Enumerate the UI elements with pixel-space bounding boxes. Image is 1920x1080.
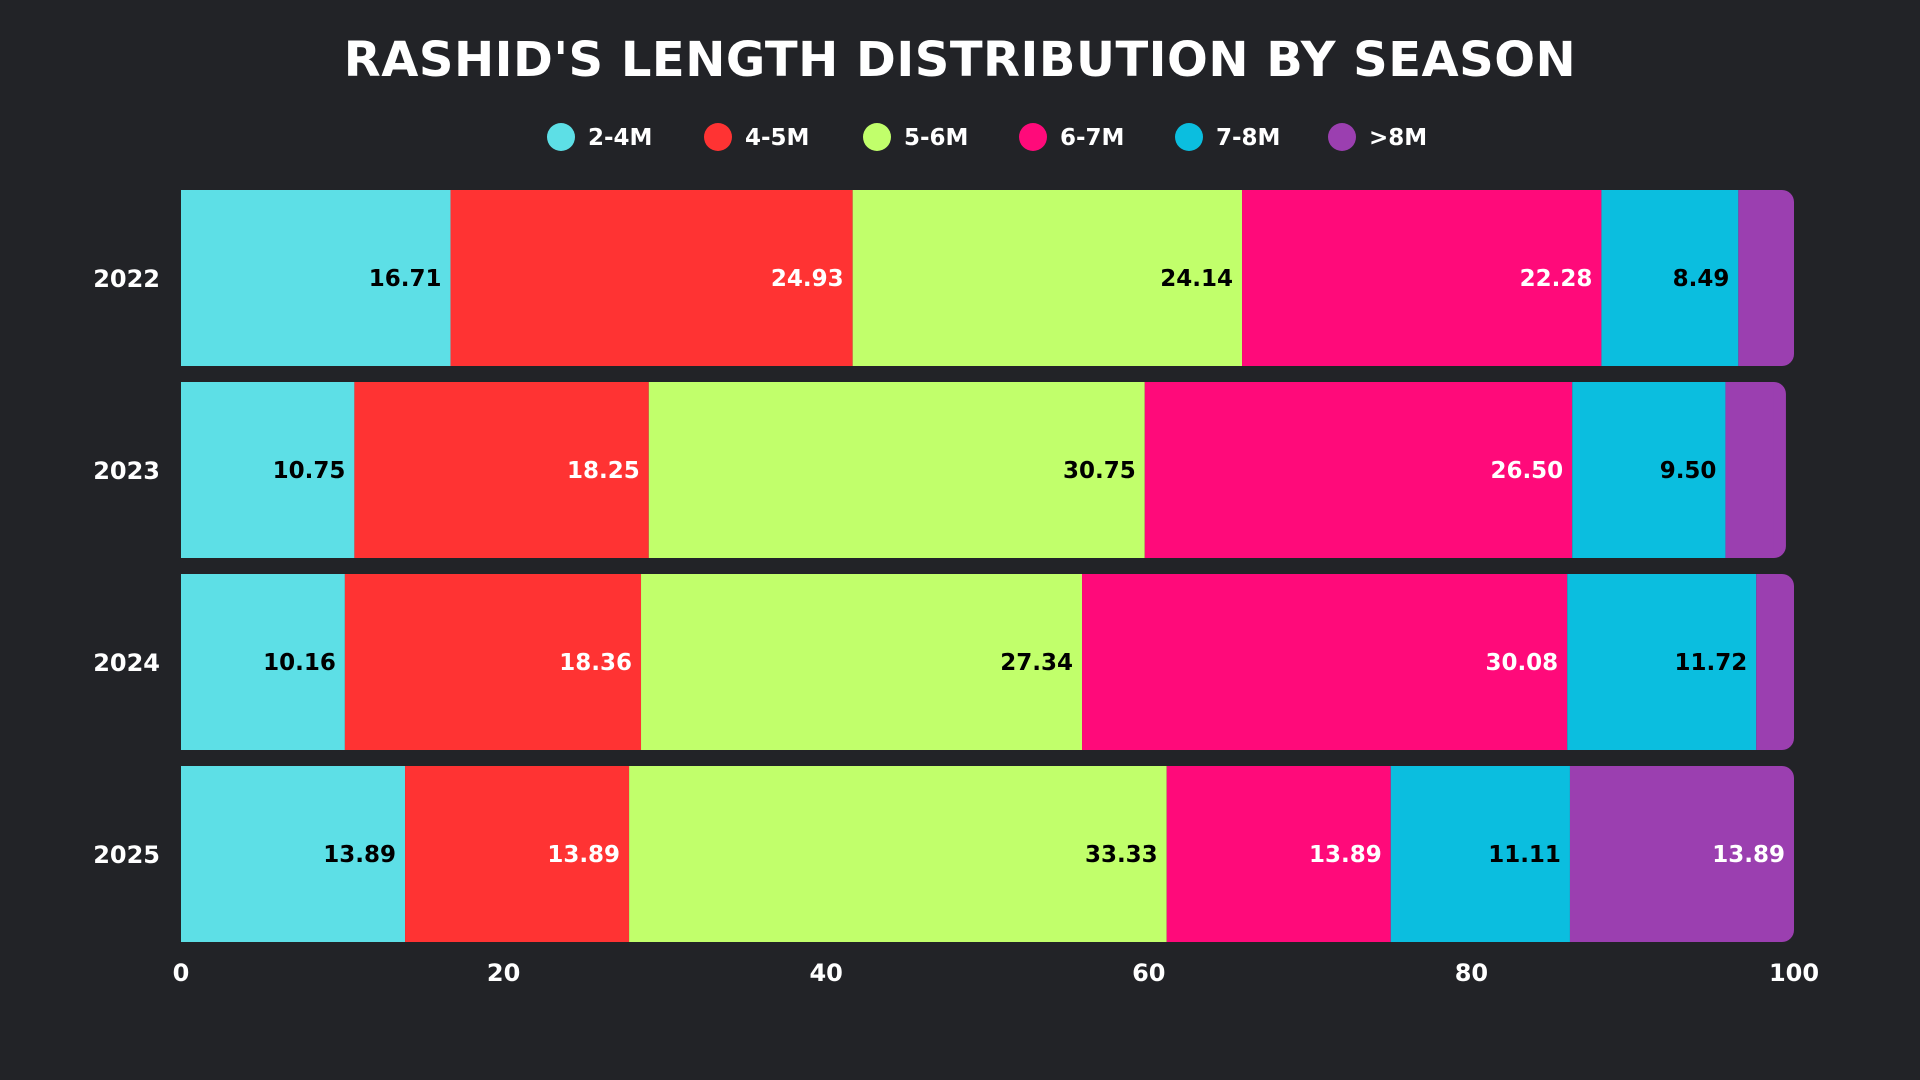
data-label: 24.93 <box>771 266 844 292</box>
legend-label: 2-4M <box>588 125 652 151</box>
legend-label: 7-8M <box>1216 125 1280 151</box>
chart-title: RASHID'S LENGTH DISTRIBUTION BY SEASON <box>344 32 1576 88</box>
bar-segment <box>852 190 1243 366</box>
legend-item: >8M <box>1328 123 1427 151</box>
data-label: 13.89 <box>323 842 396 868</box>
category-label: 2025 <box>93 841 160 869</box>
data-label: 13.89 <box>1309 842 1382 868</box>
data-label: 10.75 <box>273 458 346 484</box>
data-label: 11.72 <box>1674 650 1747 676</box>
x-axis-ticks: 0 20 40 60 80 100 <box>173 959 1819 987</box>
category-label: 2022 <box>93 265 160 293</box>
data-label: 8.49 <box>1673 266 1730 292</box>
legend-swatch <box>1328 123 1356 151</box>
x-tick-label: 0 <box>173 959 190 987</box>
bar-segment <box>1390 766 1570 942</box>
bar-segment <box>1601 190 1739 366</box>
bar-segment <box>181 382 355 558</box>
x-tick-label: 40 <box>809 959 842 987</box>
data-label: 11.11 <box>1488 842 1561 868</box>
data-label: 13.89 <box>547 842 620 868</box>
bar-segment <box>405 766 630 942</box>
data-label: 22.28 <box>1520 266 1593 292</box>
data-label: 26.50 <box>1490 458 1563 484</box>
bar-segment <box>629 766 1167 942</box>
bar-row: 13.89 13.89 33.33 13.89 11.11 13.89 <box>181 766 1794 942</box>
plot-area: 16.71 24.93 24.14 22.28 8.49 10.75 18.25 30.75 2… <box>181 190 1794 942</box>
bar-row: 16.71 24.93 24.14 22.28 8.49 <box>181 190 1794 366</box>
bar-segment <box>344 574 642 750</box>
data-label: 9.50 <box>1660 458 1717 484</box>
legend-swatch <box>1019 123 1047 151</box>
legend-label: 4-5M <box>745 125 809 151</box>
legend: 2-4M 4-5M 5-6M 6-7M 7-8M >8M <box>547 123 1427 151</box>
x-tick-label: 100 <box>1769 959 1819 987</box>
bar-segment <box>648 382 1145 558</box>
bar-segment <box>1082 574 1568 750</box>
bar-segment <box>1756 574 1782 750</box>
x-tick-label: 80 <box>1455 959 1488 987</box>
bar-segment <box>354 382 649 558</box>
bar-segment <box>1725 382 1774 558</box>
legend-label: >8M <box>1369 125 1427 151</box>
category-label: 2024 <box>93 649 160 677</box>
data-label: 30.08 <box>1485 650 1558 676</box>
legend-swatch <box>547 123 575 151</box>
bar-segment <box>181 190 451 366</box>
bar-segment <box>1166 766 1391 942</box>
legend-swatch <box>1175 123 1203 151</box>
legend-label: 5-6M <box>904 125 968 151</box>
legend-item: 7-8M <box>1175 123 1280 151</box>
y-axis-labels: 2022 2023 2024 2025 <box>93 265 160 869</box>
data-label: 18.36 <box>559 650 632 676</box>
data-label: 24.14 <box>1160 266 1233 292</box>
bar-segment <box>1572 382 1726 558</box>
data-label: 30.75 <box>1063 458 1136 484</box>
x-tick-label: 60 <box>1132 959 1165 987</box>
bar-row: 10.16 18.36 27.34 30.08 11.72 <box>181 574 1794 750</box>
bar-segment <box>181 574 345 750</box>
x-tick-label: 20 <box>487 959 520 987</box>
data-label: 27.34 <box>1000 650 1073 676</box>
bar-segment <box>1738 190 1782 366</box>
bar-segment <box>641 574 1083 750</box>
legend-swatch <box>863 123 891 151</box>
legend-item: 6-7M <box>1019 123 1124 151</box>
legend-item: 4-5M <box>704 123 809 151</box>
bar-segment <box>1567 574 1757 750</box>
legend-swatch <box>704 123 732 151</box>
data-label: 33.33 <box>1085 842 1158 868</box>
legend-label: 6-7M <box>1060 125 1124 151</box>
category-label: 2023 <box>93 457 160 485</box>
data-label: 10.16 <box>263 650 336 676</box>
bar-segment <box>450 190 853 366</box>
bar-segment <box>1569 766 1782 942</box>
data-label: 18.25 <box>567 458 640 484</box>
bar-row: 10.75 18.25 30.75 26.50 9.50 <box>181 382 1786 558</box>
legend-item: 5-6M <box>863 123 968 151</box>
bar-segment <box>1144 382 1573 558</box>
bar-segment <box>1242 190 1602 366</box>
legend-item: 2-4M <box>547 123 652 151</box>
data-label: 13.89 <box>1712 842 1785 868</box>
data-label: 16.71 <box>369 266 442 292</box>
bar-segment <box>181 766 406 942</box>
